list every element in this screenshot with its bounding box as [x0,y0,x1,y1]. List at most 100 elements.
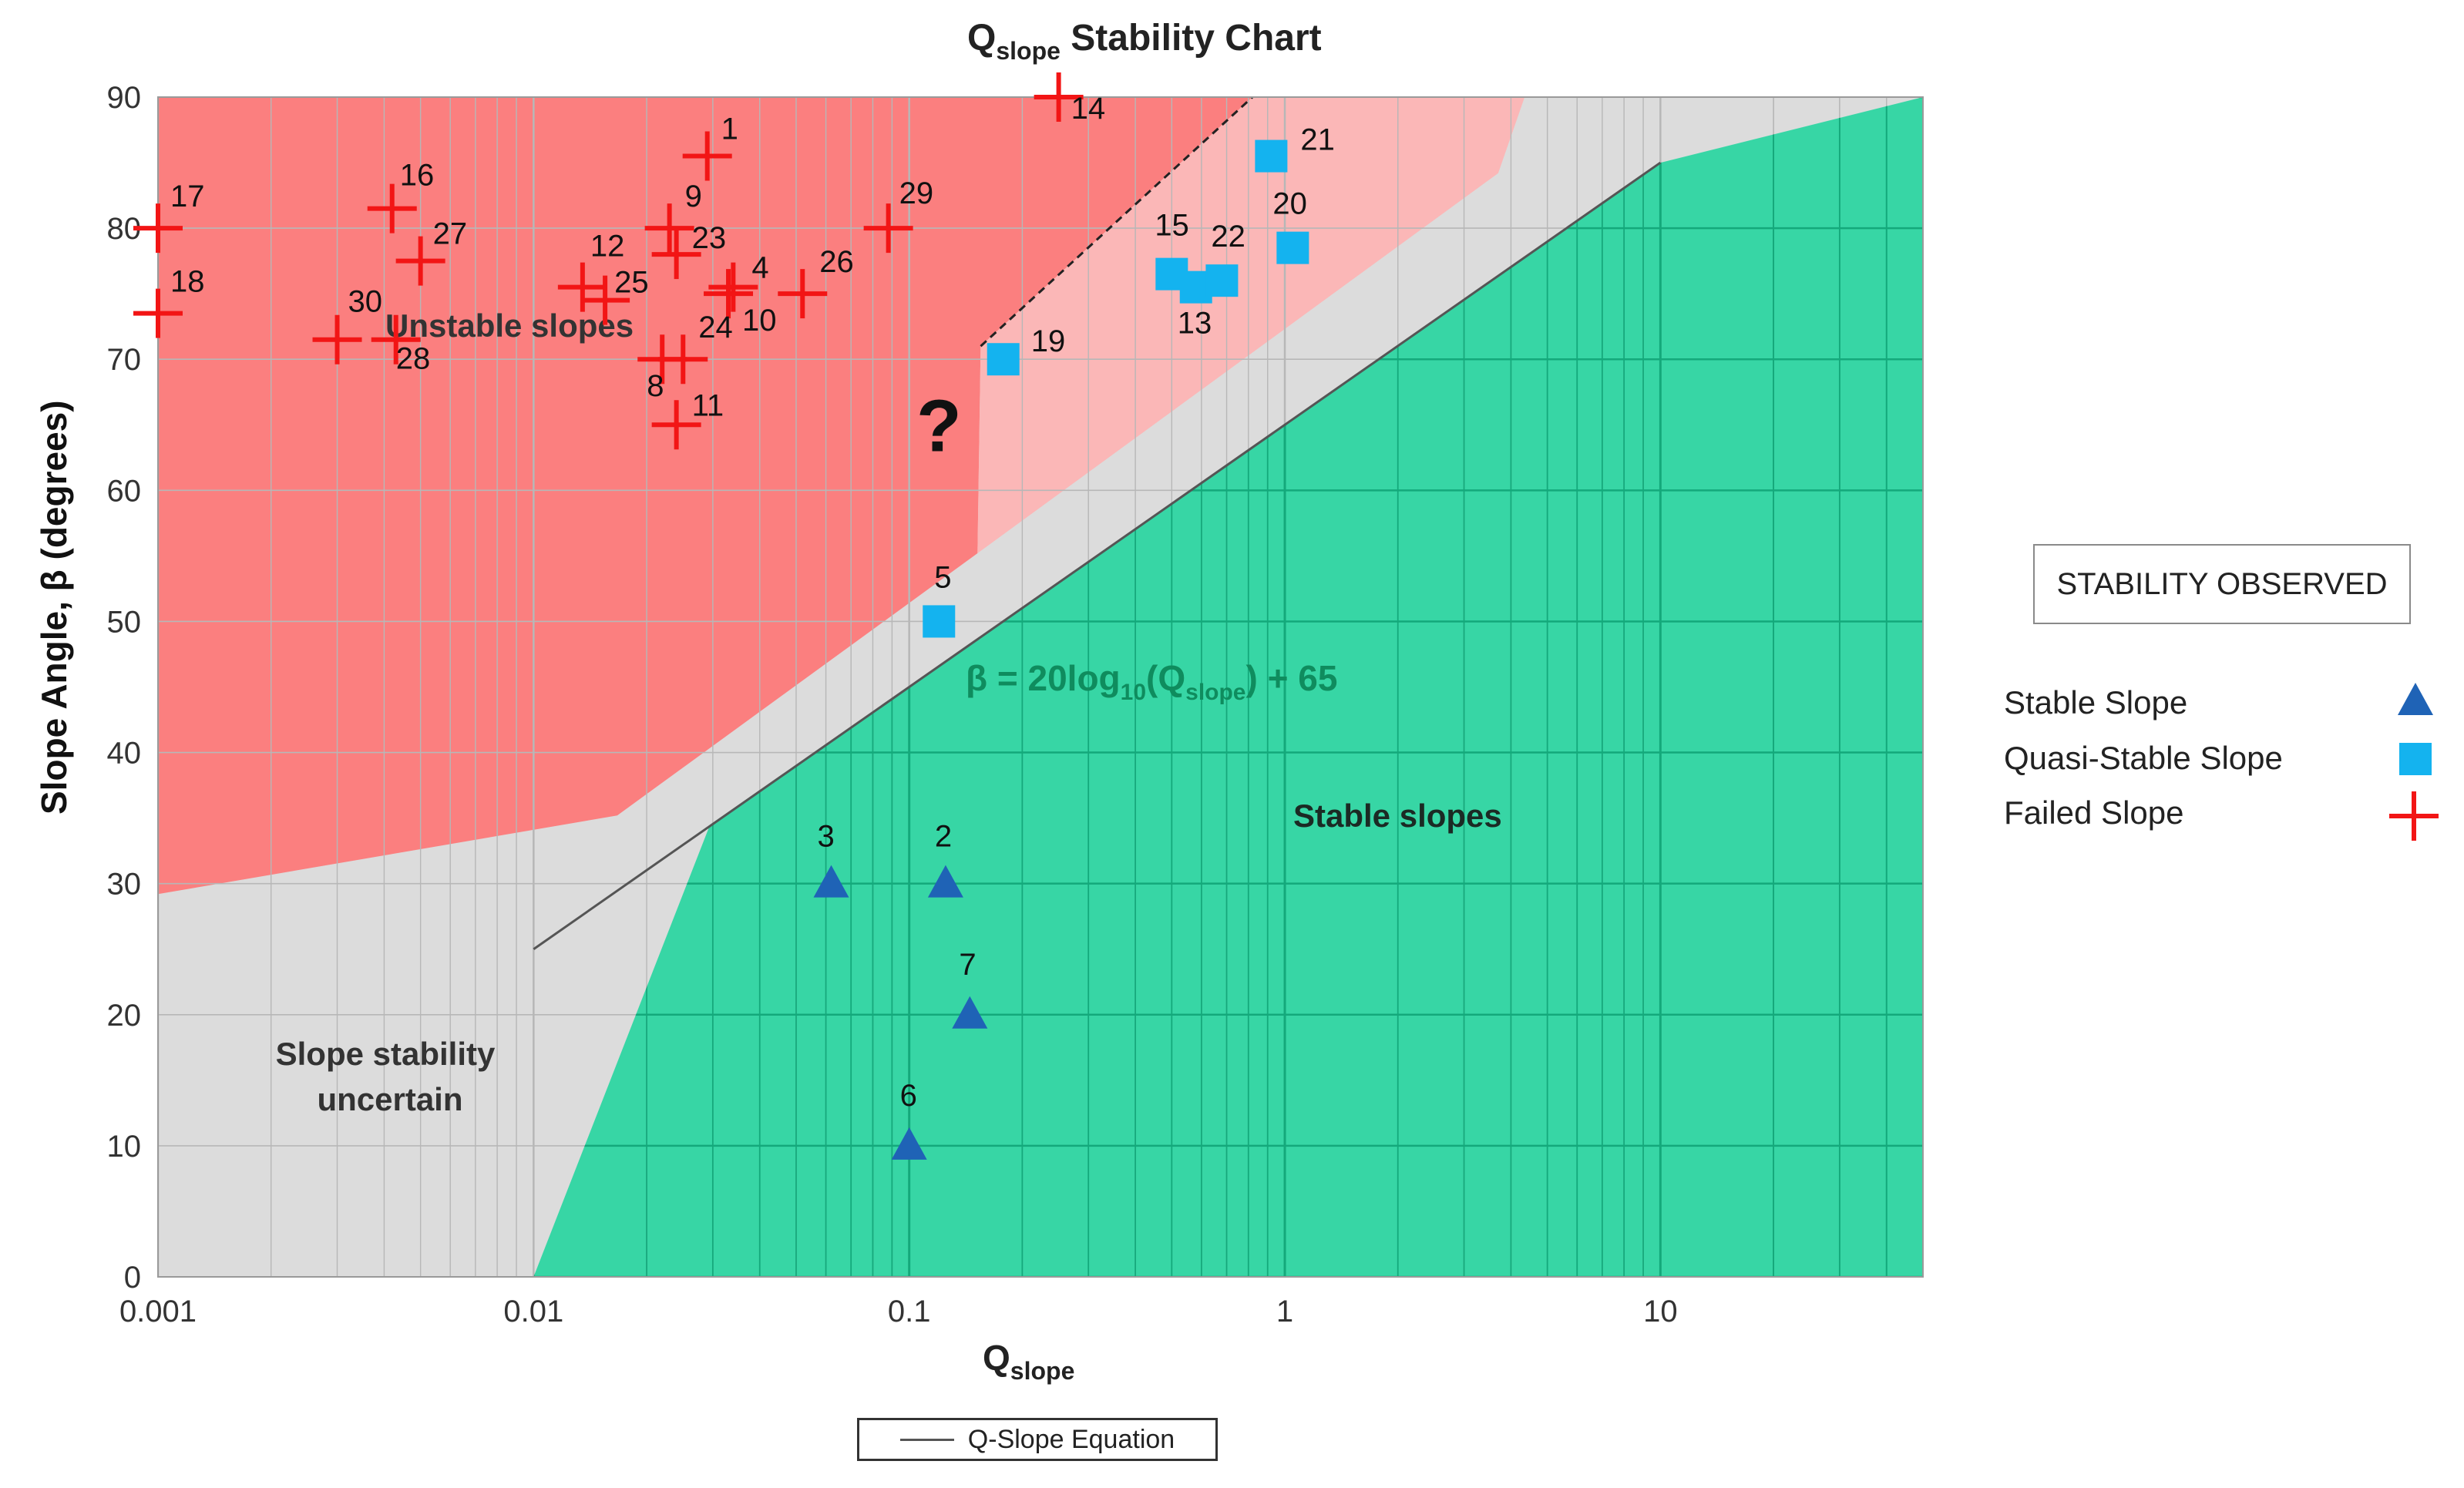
quasi-dashed-boundary [980,96,1254,348]
failed-slope-point [133,288,183,338]
point-label: 19 [1031,324,1066,358]
point-label: 5 [934,560,951,594]
failed-slope-point [367,183,417,233]
uncertain-region-label-2: uncertain [317,1081,462,1117]
equation-legend: Q-Slope Equation [857,1418,1218,1461]
failed-slope-point [312,314,362,364]
x-tick-label: 0.01 [503,1295,563,1328]
series-triangle: 2 3 6 7 [813,820,988,1160]
unstable-region [158,97,1252,895]
y-tick-label: 30 [107,868,142,902]
point-label: 18 [170,265,205,299]
failed-slope-point [133,203,183,254]
y-tick-label: 10 [107,1130,142,1164]
failed-slope-point [704,269,754,319]
quasi-stable-region [977,97,1525,553]
point-label: 1 [721,113,738,146]
y-axis-label: Slope Angle, β (degrees) [34,400,74,815]
chart-title: Qslope Stability Chart [967,18,1322,65]
series-square: 5 13 15 19 20 21 22 [923,123,1335,638]
stable-slope-point [891,1127,927,1160]
quasi-stable-point [1155,257,1188,291]
y-tick-label: 40 [107,737,142,771]
x-tick-label: 10 [1643,1295,1678,1328]
stable-region-label: Stable slopes [1293,798,1502,834]
failed-slope-point [580,275,630,325]
point-label: 2 [935,820,952,854]
point-label: 16 [400,159,435,193]
failed-slope-point [395,236,445,286]
stable-slope-point [813,865,849,898]
failed-slope-point [863,203,913,254]
failed-slope-point [658,334,708,385]
point-label: 22 [1211,220,1245,254]
failed-slope-point [644,203,694,254]
equation-label: β = 20log10(Qslope) + 65 [966,658,1337,705]
stable-slope-point [927,865,963,898]
unstable-region-label: Unstable slopes [385,307,634,344]
failed-slope-point [682,131,732,181]
point-label: 30 [348,285,383,319]
point-label: 11 [692,388,724,422]
point-label: 25 [614,266,649,300]
y-tick-label: 50 [107,605,142,639]
point-label: 12 [590,230,625,264]
question-mark: ? [916,385,962,467]
uncertain-region-label-1: Slope stability [276,1036,496,1072]
point-label: 4 [751,251,768,285]
quasi-stable-point [987,343,1020,376]
qslope-equation-line [533,161,1662,950]
y-tick-label: 90 [107,81,142,115]
legend-failed-symbol [2389,791,2439,841]
quasi-stable-point [1255,139,1288,173]
point-label: 24 [698,311,733,344]
failed-slope-point [557,262,607,312]
legend-stable-label: Stable Slope [2004,684,2188,720]
point-label: 26 [819,245,854,279]
point-label: 10 [742,304,777,338]
y-tick-label: 60 [107,474,142,508]
failed-slope-point [708,262,758,312]
legend-quasi-label: Quasi-Stable Slope [2004,740,2283,776]
y-tick-label: 0 [124,1261,141,1295]
failed-slope-point [1034,72,1084,122]
point-label: 29 [899,176,934,210]
failed-slope-point [778,269,828,319]
point-label: 14 [1071,92,1106,126]
point-label: 23 [692,221,727,255]
failed-slope-point [651,230,701,280]
x-axis-label: Qslope [983,1338,1075,1385]
equation-legend-label: Q-Slope Equation [967,1424,1175,1454]
equation-legend-swatch [899,1438,954,1441]
x-tick-label: 1 [1276,1295,1293,1328]
x-tick-label: 0.1 [888,1295,931,1328]
point-label: 8 [647,369,664,403]
point-label: 27 [433,217,468,251]
quasi-stable-point [923,605,956,638]
point-label: 13 [1178,307,1212,341]
quasi-stable-point [1276,231,1309,264]
point-label: 3 [818,820,835,854]
point-label: 9 [685,180,702,213]
point-label: 17 [170,180,205,213]
y-tick-label: 20 [107,999,142,1033]
legend-stable-symbol [2398,683,2433,715]
x-tick-label: 0.001 [119,1295,197,1328]
stable-slope-point [952,996,988,1029]
legend-failed-label: Failed Slope [2004,794,2184,831]
point-label: 7 [959,948,976,982]
failed-slope-point [371,314,421,364]
point-label: 15 [1155,209,1189,243]
point-label: 28 [396,342,431,376]
failed-slope-point [651,400,701,450]
stable-region [533,97,1923,1277]
legend-heading: STABILITY OBSERVED [2033,544,2411,624]
point-label: 20 [1272,187,1307,221]
point-label: 21 [1300,123,1335,157]
y-tick-label: 70 [107,343,142,377]
quasi-stable-point [1205,264,1239,297]
point-label: 6 [900,1079,917,1113]
legend-quasi-symbol [2399,743,2432,775]
